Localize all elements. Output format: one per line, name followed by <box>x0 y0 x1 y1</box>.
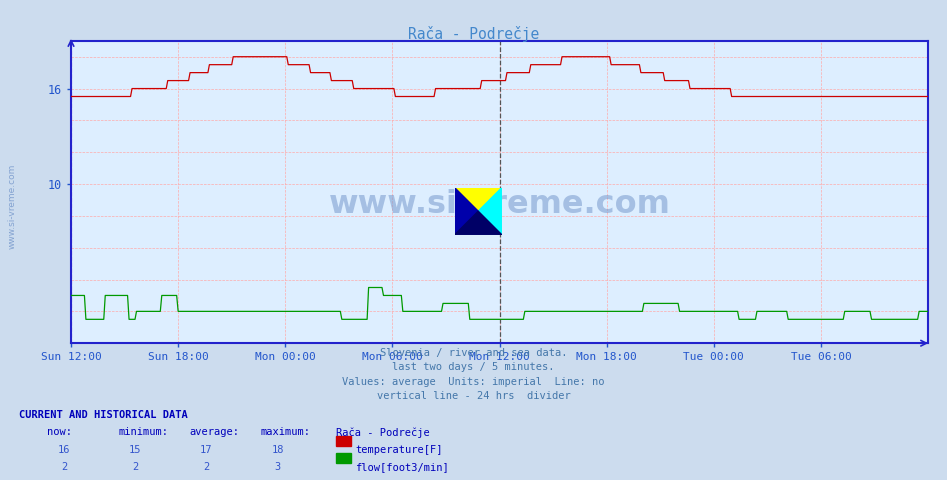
Text: average:: average: <box>189 427 240 437</box>
Polygon shape <box>455 188 478 235</box>
Text: CURRENT AND HISTORICAL DATA: CURRENT AND HISTORICAL DATA <box>19 410 188 420</box>
Text: 2: 2 <box>62 462 67 472</box>
Text: temperature[F]: temperature[F] <box>355 445 442 456</box>
Text: maximum:: maximum: <box>260 427 311 437</box>
Text: Slovenia / river and sea data.: Slovenia / river and sea data. <box>380 348 567 358</box>
Text: 3: 3 <box>275 462 280 472</box>
Text: 2: 2 <box>133 462 138 472</box>
Text: www.si-vreme.com: www.si-vreme.com <box>8 164 17 249</box>
Polygon shape <box>455 188 502 211</box>
Text: 18: 18 <box>271 445 284 456</box>
Text: Rača - Podrečje: Rača - Podrečje <box>336 427 430 438</box>
Text: 2: 2 <box>204 462 209 472</box>
Text: Values: average  Units: imperial  Line: no: Values: average Units: imperial Line: no <box>342 377 605 387</box>
Text: flow[foot3/min]: flow[foot3/min] <box>355 462 449 472</box>
Text: 16: 16 <box>58 445 71 456</box>
Text: www.si-vreme.com: www.si-vreme.com <box>329 189 670 219</box>
Polygon shape <box>478 188 502 235</box>
Text: now:: now: <box>47 427 72 437</box>
Text: 15: 15 <box>129 445 142 456</box>
Text: 17: 17 <box>200 445 213 456</box>
Text: vertical line - 24 hrs  divider: vertical line - 24 hrs divider <box>377 391 570 401</box>
Polygon shape <box>455 211 502 235</box>
Text: minimum:: minimum: <box>118 427 169 437</box>
Text: Rača - Podrečje: Rača - Podrečje <box>408 26 539 42</box>
Text: last two days / 5 minutes.: last two days / 5 minutes. <box>392 362 555 372</box>
